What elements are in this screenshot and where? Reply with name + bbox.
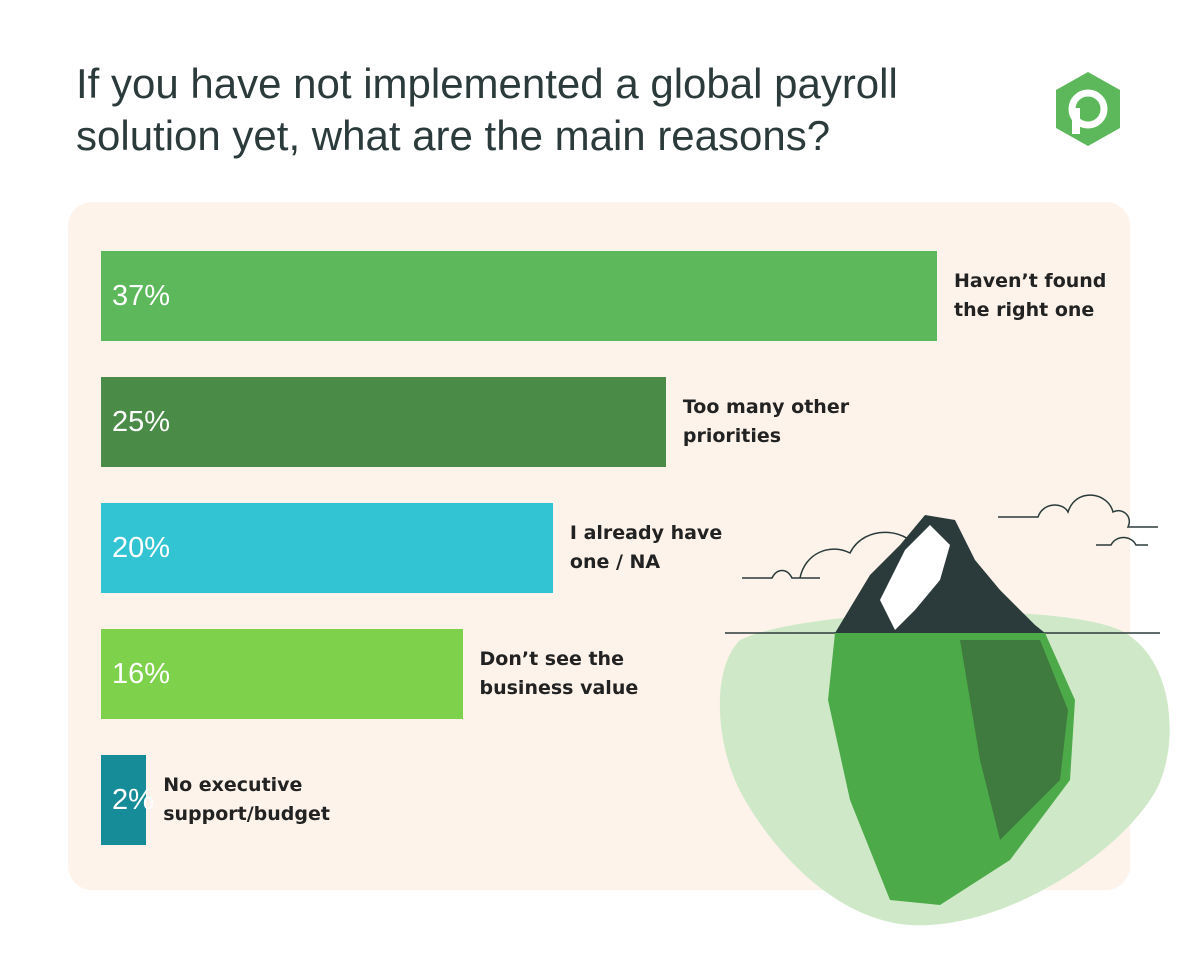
bar	[101, 755, 147, 845]
bar	[101, 251, 937, 341]
category-label: Don’t see the business value	[479, 648, 639, 699]
category-label: I already have one / NA	[569, 522, 723, 573]
value-label: 25%	[112, 406, 171, 438]
category-label: Haven’t found the right one	[954, 270, 1107, 321]
value-label: 2%	[112, 784, 154, 816]
value-label: 20%	[112, 532, 171, 564]
value-label: 37%	[112, 280, 171, 312]
clouds	[742, 494, 1158, 579]
value-label: 16%	[112, 658, 171, 690]
category-label: No executive support/budget	[163, 774, 330, 825]
bar	[101, 503, 553, 593]
category-label: Too many other priorities	[682, 396, 850, 447]
bar	[101, 377, 666, 467]
iceberg-shade	[960, 640, 1068, 840]
logo	[1056, 72, 1120, 146]
iceberg-snow	[880, 525, 950, 630]
bar	[101, 629, 463, 719]
chart-title: If you have not implemented a global pay…	[76, 60, 898, 159]
